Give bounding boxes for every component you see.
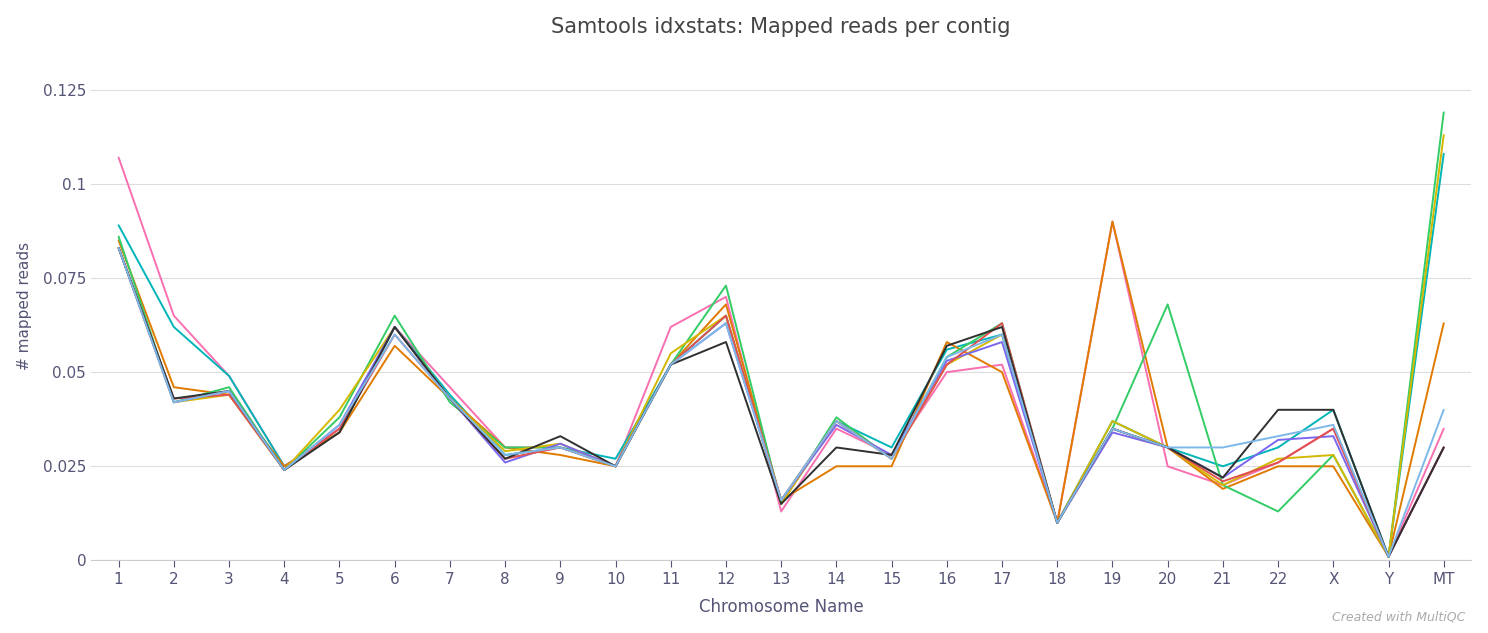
Title: Samtools idxstats: Mapped reads per contig: Samtools idxstats: Mapped reads per cont… xyxy=(552,16,1010,37)
Y-axis label: # mapped reads: # mapped reads xyxy=(16,242,31,370)
X-axis label: Chromosome Name: Chromosome Name xyxy=(699,598,863,617)
Text: Created with MultiQC: Created with MultiQC xyxy=(1332,610,1466,624)
